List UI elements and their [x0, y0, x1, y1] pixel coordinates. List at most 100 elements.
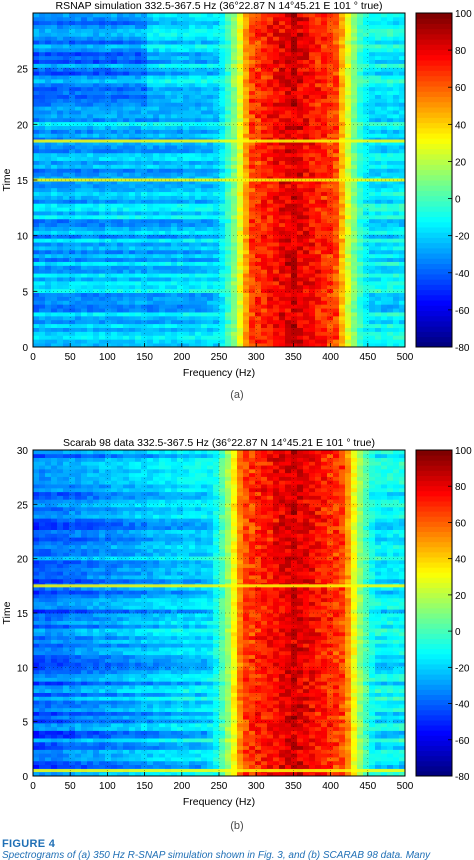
heatmap-cell — [381, 67, 388, 72]
heatmap-cell — [231, 164, 238, 169]
heatmap-cell — [81, 304, 88, 309]
heatmap-cell — [147, 277, 154, 282]
heatmap-cell — [123, 160, 130, 165]
heatmap-cell — [381, 90, 388, 95]
heatmap-cell — [183, 218, 190, 224]
heatmap-cell — [285, 222, 292, 227]
heatmap-cell — [219, 249, 226, 255]
heatmap-cell — [243, 113, 250, 119]
heatmap-cell — [267, 335, 274, 340]
heatmap-cell — [81, 284, 88, 290]
heatmap-cell — [171, 82, 178, 88]
heatmap-cell — [165, 55, 172, 60]
heatmap-cell — [357, 249, 364, 255]
heatmap-cell — [117, 203, 124, 208]
heatmap-cell — [129, 214, 136, 220]
heatmap-cell — [75, 308, 82, 313]
heatmap-cell — [231, 257, 238, 262]
heatmap-cell — [231, 145, 238, 150]
heatmap-cell — [183, 191, 190, 196]
heatmap-cell — [285, 117, 292, 123]
heatmap-cell — [201, 67, 208, 72]
heatmap-cell — [87, 339, 94, 344]
heatmap-cell — [321, 145, 328, 150]
heatmap-cell — [345, 106, 352, 111]
heatmap-cell — [213, 94, 220, 99]
heatmap-cell — [171, 164, 178, 169]
heatmap-cell — [255, 277, 262, 282]
heatmap-cell — [33, 75, 40, 80]
heatmap-cell — [255, 133, 262, 138]
heatmap-cell — [99, 335, 106, 340]
heatmap-cell — [315, 156, 322, 161]
heatmap-cell — [195, 308, 202, 313]
heatmap-cell — [39, 36, 46, 41]
heatmap-cell — [159, 86, 166, 92]
heatmap-cell — [135, 36, 142, 41]
heatmap-cell — [105, 253, 112, 259]
heatmap-cell — [51, 339, 58, 344]
heatmap-cell — [327, 261, 334, 266]
heatmap-cell — [75, 168, 82, 173]
heatmap-cell — [327, 176, 334, 181]
heatmap-cell — [81, 207, 88, 212]
heatmap-cell — [153, 176, 160, 181]
heatmap-cell — [99, 82, 106, 88]
heatmap-cell — [129, 265, 136, 270]
heatmap-cell — [393, 226, 400, 231]
heatmap-cell — [207, 343, 214, 348]
heatmap-cell — [333, 36, 340, 41]
heatmap-cell — [147, 129, 154, 134]
heatmap-cell — [135, 191, 142, 196]
heatmap-cell — [267, 343, 274, 348]
heatmap-cell — [45, 257, 52, 262]
heatmap-cell — [333, 47, 340, 53]
heatmap-cell — [291, 160, 298, 165]
heatmap-cell — [177, 323, 184, 328]
heatmap-cell — [267, 36, 274, 41]
heatmap-cell — [261, 327, 268, 332]
heatmap-cell — [249, 339, 256, 344]
heatmap-cell — [369, 137, 376, 142]
heatmap-cell — [255, 300, 262, 305]
heatmap-cell — [339, 102, 346, 107]
heatmap-cell — [387, 113, 394, 119]
heatmap-cell — [213, 59, 220, 64]
heatmap-cell — [243, 292, 250, 297]
heatmap-cell — [195, 67, 202, 72]
heatmap-cell — [345, 339, 352, 344]
heatmap-cell — [81, 172, 88, 177]
heatmap-cell — [261, 160, 268, 165]
heatmap-cell — [171, 113, 178, 119]
heatmap-cell — [273, 242, 280, 247]
heatmap-cell — [363, 176, 370, 181]
heatmap-cell — [375, 323, 382, 328]
heatmap-cell — [171, 71, 178, 76]
heatmap-cell — [237, 242, 244, 247]
heatmap-cell — [231, 82, 238, 88]
heatmap-cell — [267, 106, 274, 111]
heatmap-cell — [231, 343, 238, 348]
heatmap-cell — [81, 280, 88, 286]
heatmap-cell — [279, 98, 286, 103]
heatmap-cell — [249, 164, 256, 169]
heatmap-cell — [339, 94, 346, 99]
heatmap-cell — [375, 36, 382, 41]
heatmap-cell — [153, 327, 160, 332]
heatmap-cell — [315, 234, 322, 239]
heatmap-cell — [45, 343, 52, 348]
heatmap-cell — [303, 180, 310, 185]
heatmap-cell — [153, 218, 160, 224]
heatmap-cell — [81, 176, 88, 181]
heatmap-cell — [165, 191, 172, 196]
heatmap-cell — [183, 110, 190, 115]
heatmap-cell — [45, 230, 52, 235]
heatmap-cell — [51, 102, 58, 107]
heatmap-cell — [105, 110, 112, 115]
heatmap-cell — [225, 121, 232, 127]
heatmap-cell — [237, 59, 244, 64]
heatmap-cell — [219, 110, 226, 115]
heatmap-cell — [345, 63, 352, 68]
heatmap-cell — [363, 55, 370, 60]
heatmap-cell — [189, 288, 196, 294]
